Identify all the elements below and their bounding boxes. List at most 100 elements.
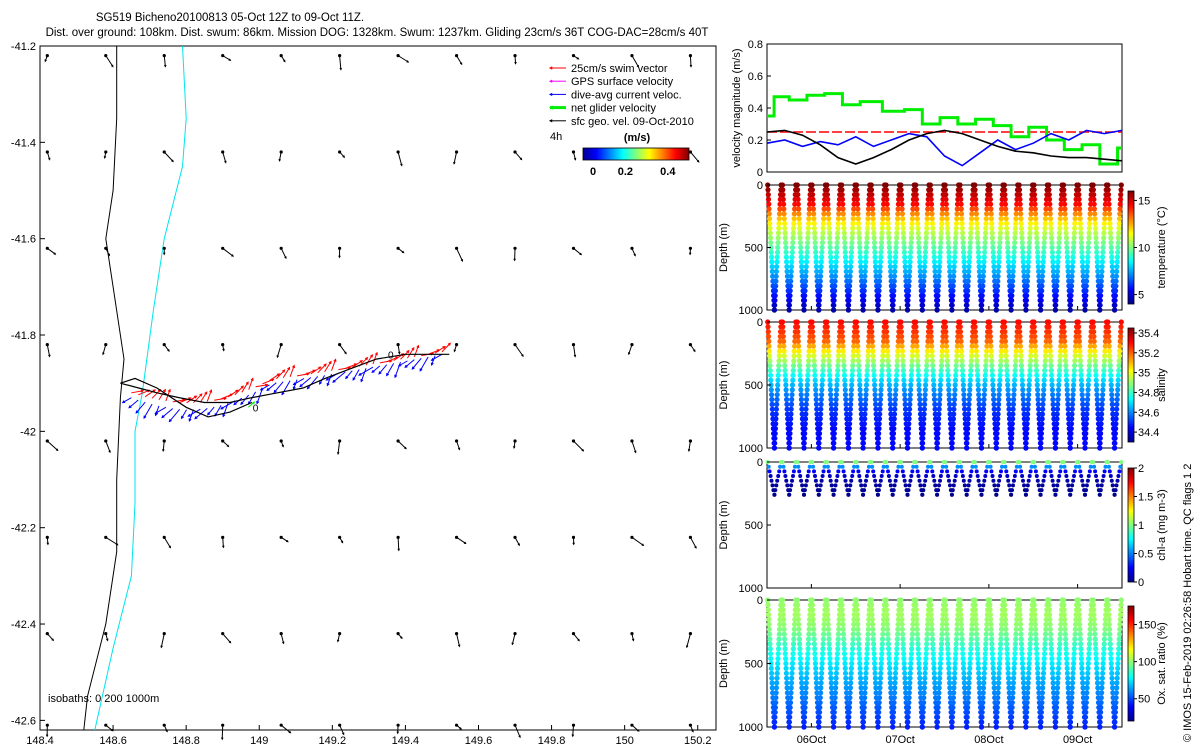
temperature-sample-point xyxy=(930,240,937,246)
oxygen-sample-point xyxy=(863,675,869,681)
oxygen-sample-point xyxy=(834,656,840,662)
map-y-tick-label: -42.2 xyxy=(11,523,36,535)
temperature-sample-point xyxy=(1011,254,1017,260)
temperature-sample-point xyxy=(1071,240,1077,246)
oxygen-sample-point xyxy=(861,709,867,715)
chla-sample-point xyxy=(817,488,822,493)
oxygen-sample-point xyxy=(839,602,845,608)
temperature-sample-point xyxy=(950,278,957,284)
chla-sample-point xyxy=(877,483,882,488)
dac-vector xyxy=(188,409,194,422)
chla-sample-point xyxy=(784,478,789,483)
oxygen-sample-point xyxy=(833,680,839,686)
temperature-sample-point xyxy=(869,196,875,202)
temperature-sample-point xyxy=(783,240,789,246)
oxygen-sample-point xyxy=(997,660,1003,667)
geo-velocity-arrow-head xyxy=(111,64,114,68)
oxygen-sample-point xyxy=(1091,621,1097,628)
salinity-sample-point xyxy=(934,440,941,446)
temperature-sample-point xyxy=(862,273,868,279)
geo-velocity-arrow xyxy=(689,724,694,732)
salinity-sample-point xyxy=(1024,426,1030,432)
salinity-sample-point xyxy=(828,396,834,403)
temperature-sample-point xyxy=(779,182,786,188)
salinity-sample-point xyxy=(864,367,870,374)
salinity-sample-point xyxy=(775,367,782,374)
chla-sample-point xyxy=(816,492,821,497)
oxygen-sample-point xyxy=(1065,680,1071,686)
oxygen-sample-point xyxy=(1082,719,1088,725)
chla-sample-point xyxy=(818,483,823,488)
oxygen-sample-point xyxy=(946,675,952,681)
oxygen-sample-point xyxy=(1117,621,1123,628)
swim-vector-head xyxy=(276,373,281,377)
salinity-sample-point xyxy=(974,353,980,359)
temperature-sample-point xyxy=(1033,225,1039,231)
oxygen-sample-point xyxy=(826,646,833,652)
salinity-sample-point xyxy=(895,343,901,349)
temperature-sample-point xyxy=(946,254,952,260)
salinity-sample-point xyxy=(1005,396,1012,403)
temperature-sample-point xyxy=(924,220,930,227)
chla-sample-point xyxy=(932,478,937,483)
dac-vector-head xyxy=(233,402,237,406)
chla-sample-point xyxy=(777,469,782,474)
temperature-sample-point xyxy=(851,206,857,212)
temperature-sample-point xyxy=(780,196,786,202)
oxygen-sample-point xyxy=(903,690,909,696)
dac-vector-head xyxy=(430,362,434,367)
temperature-sample-point xyxy=(1077,206,1083,212)
chla-sample-point xyxy=(828,478,833,483)
salinity-sample-point xyxy=(983,353,989,359)
salinity-sample-point xyxy=(1114,392,1120,398)
salinity-sample-point xyxy=(772,430,778,437)
temperature-sample-point xyxy=(1035,249,1041,255)
salinity-sample-point xyxy=(858,401,864,407)
chla-sample-point xyxy=(947,478,951,483)
chla-sample-point xyxy=(812,469,816,474)
oxygen-sample-point xyxy=(795,607,801,613)
temperature-sample-point xyxy=(902,259,908,265)
oxygen-sample-point xyxy=(1097,714,1103,720)
salinity-colorbar-tick-label: 35 xyxy=(1138,368,1150,380)
oxygen-sample-point xyxy=(832,704,838,711)
salinity-sample-point xyxy=(960,367,966,374)
oxygen-sample-point xyxy=(828,680,834,686)
salinity-sample-point xyxy=(916,382,922,388)
temperature-sample-point xyxy=(1057,225,1063,231)
temperature-sample-point xyxy=(939,206,946,212)
temperature-sample-point xyxy=(875,302,881,308)
chla-sample-point xyxy=(791,469,796,474)
salinity-sample-point xyxy=(920,435,926,441)
oxygen-sample-point xyxy=(1107,641,1113,647)
temperature-sample-point xyxy=(937,249,943,255)
salinity-sample-point xyxy=(936,411,942,417)
salinity-sample-point xyxy=(1002,324,1008,330)
temperature-sample-point xyxy=(787,297,793,303)
temperature-sample-point xyxy=(868,187,875,193)
chla-sample-point xyxy=(803,483,808,488)
salinity-sample-point xyxy=(922,401,928,407)
salinity-sample-point xyxy=(842,377,848,383)
temperature-sample-point xyxy=(1005,259,1012,265)
salinity-sample-point xyxy=(839,329,845,335)
oxygen-colorbar-tick-label: 100 xyxy=(1138,657,1156,669)
oxygen-sample-point xyxy=(1083,700,1089,706)
geo-velocity-arrow-head xyxy=(576,57,580,60)
salinity-sample-point xyxy=(894,358,900,364)
oxygen-sample-point xyxy=(1039,700,1045,706)
salinity-sample-point xyxy=(1028,353,1034,359)
oxygen-sample-point xyxy=(923,646,930,652)
chla-sample-point xyxy=(839,460,844,464)
temperature-sample-point xyxy=(1094,249,1100,255)
temperature-sample-point xyxy=(892,254,899,260)
oxygen-sample-point xyxy=(872,675,879,681)
oxygen-sample-point xyxy=(1102,621,1108,628)
oxygen-sample-point xyxy=(887,670,893,676)
chla-sample-point xyxy=(1112,492,1117,497)
dac-vector xyxy=(293,378,305,386)
chla-sample-point xyxy=(1085,478,1090,483)
salinity-sample-point xyxy=(787,426,793,432)
salinity-sample-point xyxy=(791,348,797,354)
